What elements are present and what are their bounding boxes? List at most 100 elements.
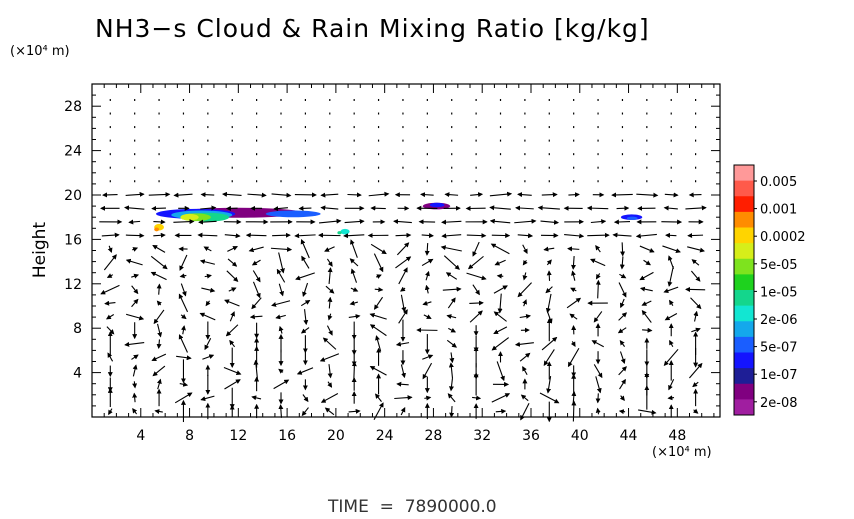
wind-vector: [618, 312, 628, 321]
colorbar-label: 0.005: [760, 175, 797, 190]
wind-vector: [595, 279, 601, 299]
cloud-region-core: [180, 213, 199, 221]
wind-vector: [180, 283, 187, 297]
wind-vector: [586, 205, 609, 211]
wind-vector: [102, 192, 118, 198]
wind-vector: [667, 395, 675, 401]
wind-vector: [570, 341, 576, 347]
cloud-region-small: [626, 216, 638, 220]
wind-vector: [571, 256, 576, 270]
colorbar-swatch: [734, 290, 754, 307]
wind-vector: [466, 272, 487, 281]
wind-vector: [618, 282, 627, 298]
wind-vector: [181, 325, 186, 335]
colorbar-label: 0.0002: [760, 230, 806, 245]
wind-vector: [229, 339, 236, 348]
wind-vector: [319, 218, 342, 224]
wind-vector: [496, 273, 504, 279]
wind-vector: [204, 338, 212, 351]
wind-vector: [251, 395, 262, 401]
wind-vector: [667, 255, 675, 269]
wind-vector: [320, 192, 339, 198]
wind-vector: [204, 273, 212, 279]
wind-vector: [278, 325, 284, 334]
wind-vector: [447, 393, 456, 403]
x-tick-label: 36: [522, 428, 540, 444]
wind-vector: [540, 219, 560, 225]
wind-vector: [669, 339, 674, 347]
wind-vector: [619, 256, 625, 270]
y-tick-label: 24: [64, 144, 82, 160]
x-tick-label: 40: [571, 428, 589, 444]
wind-vector: [424, 395, 432, 401]
wind-vector: [619, 340, 626, 347]
wind-vector: [635, 233, 657, 239]
wind-vector: [126, 313, 145, 321]
wind-vector: [106, 273, 114, 278]
wind-vector: [664, 192, 679, 198]
wind-vector: [125, 258, 143, 266]
x-tick-label: 44: [620, 428, 638, 444]
wind-vector: [517, 282, 532, 298]
wind-vector: [153, 309, 165, 325]
wind-vector: [198, 219, 217, 225]
wind-vector: [152, 365, 166, 377]
wind-vector: [394, 395, 413, 401]
wind-vector: [176, 355, 192, 361]
wind-vector: [541, 192, 558, 198]
wind-vector: [174, 392, 193, 404]
wind-vector: [224, 299, 240, 307]
wind-vector: [441, 233, 462, 239]
wind-vector: [420, 192, 434, 198]
wind-vector: [179, 381, 189, 387]
y-tick-label: 12: [64, 277, 82, 293]
wind-vector: [125, 233, 145, 239]
wind-vector: [619, 395, 625, 401]
wind-vector: [613, 219, 631, 225]
wind-vector: [225, 324, 239, 337]
wind-vector: [350, 239, 358, 258]
wind-vector: [227, 258, 238, 267]
colorbar-label: 1e-07: [760, 368, 798, 383]
wind-vector: [105, 314, 115, 320]
wind-vector: [395, 232, 412, 238]
wind-vector: [546, 259, 552, 266]
wind-vector: [449, 378, 454, 392]
wind-vector: [519, 352, 531, 362]
colorbar-label: 2e-06: [760, 313, 798, 328]
wind-vector: [517, 233, 534, 239]
wind-vector: [424, 284, 430, 294]
colorbar-swatch: [734, 243, 754, 260]
colorbar-label: 2e-08: [760, 396, 798, 411]
wind-vector: [300, 327, 310, 334]
wind-vector: [226, 270, 239, 282]
colorbar-swatch: [734, 399, 754, 416]
wind-vector: [564, 233, 585, 239]
wind-vector: [591, 340, 604, 348]
wind-vector: [349, 258, 359, 267]
wind-vector: [156, 283, 162, 295]
wind-vector: [639, 271, 654, 281]
wind-vector: [595, 273, 601, 280]
wind-vector: [369, 324, 387, 337]
wind-vector: [300, 238, 310, 259]
wind-vector: [421, 258, 434, 267]
wind-vector: [489, 191, 513, 197]
wind-vector: [200, 192, 215, 198]
wind-vector: [178, 334, 188, 353]
wind-vector: [494, 259, 506, 266]
wind-vector: [153, 219, 166, 225]
wind-vector: [276, 268, 286, 283]
wind-vector: [497, 293, 503, 314]
wind-vector: [252, 281, 261, 299]
wind-vector: [273, 206, 288, 212]
wind-vector: [295, 272, 315, 281]
wind-vector: [638, 409, 657, 415]
wind-vector: [368, 191, 390, 197]
wind-vector: [691, 259, 700, 266]
wind-vector: [300, 299, 311, 307]
colorbar-swatch: [734, 368, 754, 385]
wind-vector: [173, 219, 195, 225]
wind-vector: [687, 233, 704, 239]
wind-vector: [422, 362, 433, 380]
